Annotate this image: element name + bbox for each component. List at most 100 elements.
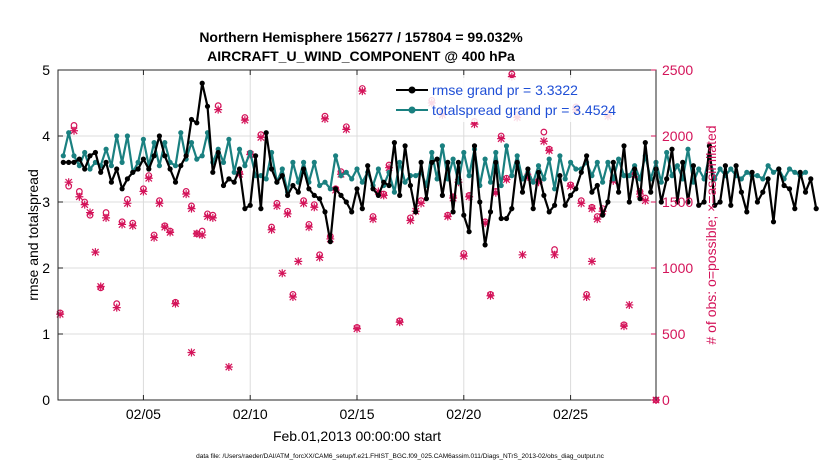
totalspread-point bbox=[343, 169, 349, 175]
rmse-point bbox=[413, 209, 419, 215]
obs-assimilated-point bbox=[112, 303, 121, 312]
y-right-tick-label: 500 bbox=[662, 326, 686, 342]
y-left-tick-label: 5 bbox=[42, 62, 50, 78]
obs-assimilated-point bbox=[224, 363, 233, 371]
totalspread-point bbox=[482, 156, 488, 162]
obs-assimilated-point bbox=[353, 324, 361, 333]
rmse-point bbox=[530, 206, 536, 212]
totalspread-point bbox=[717, 166, 723, 172]
obs-assimilated-point bbox=[491, 188, 500, 197]
totalspread-point bbox=[263, 176, 269, 182]
totalspread-point bbox=[728, 166, 734, 172]
rmse-point bbox=[568, 192, 574, 198]
totalspread-point bbox=[760, 176, 766, 182]
totalspread-point bbox=[621, 173, 627, 179]
obs-assimilated-point bbox=[75, 192, 84, 201]
rmse-point bbox=[397, 192, 403, 198]
rmse-point bbox=[578, 169, 584, 175]
totalspread-point bbox=[391, 189, 397, 195]
rmse-point bbox=[279, 173, 285, 179]
rmse-point bbox=[204, 103, 211, 109]
rmse-point bbox=[776, 166, 782, 172]
rmse-point bbox=[562, 202, 568, 208]
rmse-point bbox=[87, 153, 93, 159]
rmse-point bbox=[557, 173, 563, 179]
obs-assimilated-point bbox=[96, 282, 105, 291]
rmse-point bbox=[797, 169, 803, 175]
obs-assimilated-point bbox=[187, 204, 196, 213]
rmse-point bbox=[108, 179, 114, 185]
obs-assimilated-point bbox=[203, 212, 212, 221]
totalspread-point bbox=[461, 149, 467, 156]
totalspread-point bbox=[557, 153, 563, 159]
legend-totalspread-label: totalspread grand pr = 3.4524 bbox=[432, 102, 616, 118]
obs-assimilated-point bbox=[166, 228, 175, 237]
totalspread-point bbox=[76, 163, 82, 169]
obs-assimilated-point bbox=[459, 252, 468, 261]
obs-assimilated-point bbox=[625, 300, 634, 309]
rmse-point bbox=[466, 229, 472, 235]
rmse-point bbox=[301, 166, 307, 172]
rmse-point bbox=[493, 159, 499, 165]
rmse-point bbox=[482, 242, 488, 248]
obs-assimilated-point bbox=[587, 204, 596, 213]
totalspread-point bbox=[108, 163, 114, 169]
obs-assimilated-point bbox=[144, 174, 153, 183]
obs-assimilated-point bbox=[208, 213, 217, 222]
totalspread-point bbox=[552, 186, 558, 192]
rmse-point bbox=[66, 159, 72, 165]
totalspread-point bbox=[140, 136, 146, 142]
rmse-point bbox=[210, 169, 216, 175]
y-right-tick-label: 0 bbox=[662, 392, 670, 408]
rmse-point bbox=[418, 159, 424, 165]
totalspread-point bbox=[327, 186, 333, 192]
rmse-point bbox=[220, 182, 227, 189]
totalspread-point bbox=[439, 143, 445, 149]
rmse-point bbox=[685, 199, 691, 205]
totalspread-point bbox=[103, 146, 109, 152]
totalspread-point bbox=[199, 153, 205, 159]
rmse-point bbox=[535, 169, 542, 175]
rmse-point bbox=[349, 209, 355, 215]
totalspread-point bbox=[124, 133, 130, 139]
rmse-point bbox=[808, 176, 814, 182]
obs-assimilated-point bbox=[160, 223, 169, 232]
totalspread-point bbox=[156, 163, 162, 169]
obs-assimilated-point bbox=[502, 175, 511, 184]
totalspread-point bbox=[450, 156, 456, 162]
rmse-point bbox=[648, 189, 654, 195]
totalspread-point bbox=[349, 176, 355, 182]
rmse-point bbox=[365, 163, 371, 169]
obs-assimilated-point bbox=[507, 72, 516, 81]
totalspread-point bbox=[226, 136, 232, 142]
totalspread-point bbox=[236, 146, 243, 152]
footer-data-file: data file: /Users/raeder/DAI/ATM_forcXX/… bbox=[196, 453, 605, 460]
obs-assimilated-point bbox=[577, 199, 586, 208]
obs-assimilated-point bbox=[449, 194, 458, 203]
rmse-point bbox=[60, 159, 66, 165]
obs-assimilated-point bbox=[91, 248, 100, 257]
totalspread-point bbox=[685, 146, 691, 152]
obs-assimilated-point bbox=[358, 87, 367, 96]
totalspread-point bbox=[535, 163, 542, 169]
totalspread-point bbox=[301, 159, 307, 165]
rmse-point bbox=[525, 166, 531, 172]
rmse-point bbox=[519, 189, 526, 195]
obs-assimilated-point bbox=[374, 187, 383, 196]
obs-assimilated-point bbox=[385, 163, 394, 172]
rmse-point bbox=[151, 153, 157, 159]
totalspread-point bbox=[594, 159, 600, 165]
rmse-point bbox=[706, 143, 713, 149]
rmse-point bbox=[135, 166, 141, 172]
rmse-point bbox=[114, 166, 120, 172]
obs-assimilated-point bbox=[481, 219, 490, 228]
totalspread-point bbox=[493, 149, 499, 156]
rmse-point bbox=[381, 179, 387, 185]
obs-assimilated-point bbox=[267, 225, 276, 234]
rmse-point bbox=[258, 206, 264, 212]
totalspread-point bbox=[674, 163, 681, 169]
totalspread-point bbox=[413, 173, 419, 179]
rmse-point bbox=[487, 209, 494, 215]
totalspread-point bbox=[664, 149, 670, 156]
